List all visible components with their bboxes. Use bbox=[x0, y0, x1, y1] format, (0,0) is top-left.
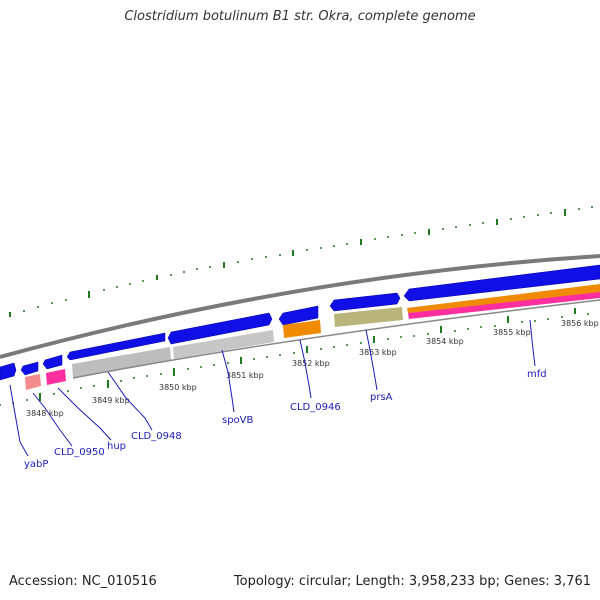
gene-label-leaders bbox=[9, 319, 536, 457]
cds-arrow[interactable] bbox=[278, 305, 319, 326]
cds-arrow[interactable] bbox=[329, 292, 401, 312]
gene-labels: yabP CLD_0950 hup CLD_0948 spoVB CLD_094… bbox=[24, 369, 547, 470]
cds-arrow[interactable] bbox=[20, 361, 39, 376]
outer-tick-ring bbox=[9, 209, 566, 317]
gene-pink-long[interactable] bbox=[408, 292, 600, 319]
gene-label-yabP[interactable]: yabP bbox=[24, 459, 48, 470]
cds-arrow[interactable] bbox=[167, 312, 273, 345]
cds-arrow[interactable] bbox=[403, 264, 600, 302]
scale-label-3856: 3856 kbp bbox=[561, 319, 599, 328]
outer-minor-ticks bbox=[23, 206, 593, 312]
scale-label-3854: 3854 kbp bbox=[426, 337, 464, 346]
gene-orange[interactable] bbox=[283, 320, 321, 338]
scale-label-3853: 3853 kbp bbox=[359, 348, 397, 357]
cds-arrow[interactable] bbox=[42, 354, 63, 370]
gene-olive[interactable] bbox=[334, 307, 403, 327]
scale-label-3849: 3849 kbp bbox=[92, 396, 130, 405]
inner-tick-ring bbox=[39, 308, 576, 401]
genome-backbone bbox=[0, 254, 600, 359]
gene-orange-long[interactable] bbox=[407, 284, 600, 313]
gene-gray-2[interactable] bbox=[173, 330, 274, 359]
scale-label-3848: 3848 kbp bbox=[26, 409, 64, 418]
gene-label-prsA[interactable]: prsA bbox=[370, 392, 393, 403]
gene-gray-1[interactable] bbox=[72, 347, 171, 378]
scale-label-3851: 3851 kbp bbox=[226, 371, 264, 380]
cds-arrow[interactable] bbox=[0, 362, 17, 381]
scale-label-3855: 3855 kbp bbox=[493, 328, 531, 337]
scale-labels: 3848 kbp 3849 kbp 3850 kbp 3851 kbp 3852… bbox=[26, 319, 599, 418]
scale-label-3850: 3850 kbp bbox=[159, 383, 197, 392]
map-title: Clostridium botulinum B1 str. Okra, comp… bbox=[124, 9, 476, 24]
gene-label-mfd[interactable]: mfd bbox=[527, 369, 547, 380]
gene-label-spoVB[interactable]: spoVB bbox=[222, 415, 254, 426]
gene-label-CLD_0950[interactable]: CLD_0950 bbox=[54, 447, 105, 458]
gene-track bbox=[25, 284, 600, 390]
scale-label-3852: 3852 kbp bbox=[292, 359, 330, 368]
cds-arrow[interactable] bbox=[66, 332, 166, 361]
cds-track bbox=[0, 264, 600, 381]
inner-minor-ticks bbox=[0, 313, 589, 406]
gene-label-hup[interactable]: hup bbox=[107, 441, 126, 452]
gene-label-CLD_0948[interactable]: CLD_0948 bbox=[131, 431, 182, 442]
gene-label-CLD_0946[interactable]: CLD_0946 bbox=[290, 402, 341, 413]
gene-track-shadow bbox=[72, 299, 600, 379]
gene-salmon[interactable] bbox=[25, 374, 41, 390]
gene-pink-small[interactable] bbox=[46, 369, 66, 385]
topology-text: Topology: circular; Length: 3,958,233 bp… bbox=[233, 574, 591, 589]
accession-text: Accession: NC_010516 bbox=[9, 574, 157, 589]
